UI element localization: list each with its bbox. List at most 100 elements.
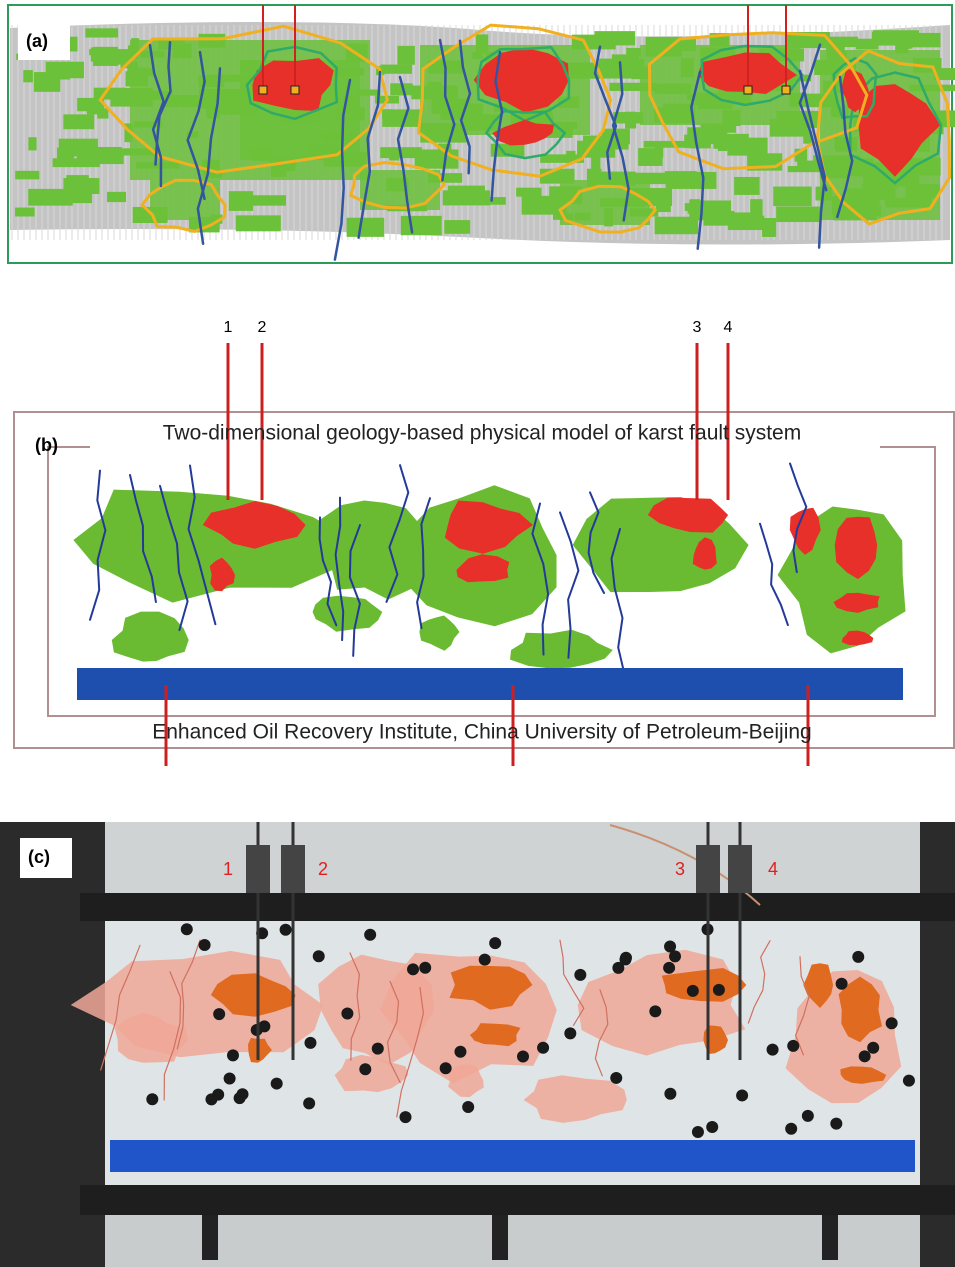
fitting <box>341 1007 353 1019</box>
rock-matrix <box>510 630 613 669</box>
fitting <box>213 1008 225 1020</box>
valve <box>281 845 305 893</box>
fitting <box>227 1049 239 1061</box>
green-cell <box>773 187 811 207</box>
fitting <box>489 937 501 949</box>
green-cell <box>638 148 662 166</box>
fitting <box>830 1118 842 1130</box>
well-label: 4 <box>724 319 733 336</box>
fitting <box>205 1093 217 1105</box>
fitting <box>304 1037 316 1049</box>
green-cell <box>15 171 39 180</box>
fitting <box>706 1121 718 1133</box>
green-cell <box>397 46 414 65</box>
fitting <box>462 1101 474 1113</box>
green-cell <box>66 175 89 191</box>
fitting <box>146 1093 158 1105</box>
green-cell <box>53 158 100 167</box>
fitting <box>663 962 675 974</box>
green-cell <box>23 70 33 82</box>
fitting <box>303 1097 315 1109</box>
green-cell <box>347 218 385 237</box>
fitting <box>767 1044 779 1056</box>
green-cell <box>236 215 281 231</box>
fitting <box>517 1050 529 1062</box>
base-layer <box>77 668 903 700</box>
green-cell <box>655 217 698 234</box>
panel-b: 1 2 3 4 Two-dimensional geology-based physic… <box>14 319 954 766</box>
fitting <box>802 1110 814 1122</box>
fitting <box>271 1078 283 1090</box>
bottom-beam <box>80 1185 955 1215</box>
green-cell <box>93 47 118 66</box>
well-marker <box>744 86 752 94</box>
base-layer <box>110 1140 915 1172</box>
fitting <box>359 1063 371 1075</box>
fitting <box>736 1089 748 1101</box>
fitting <box>419 962 431 974</box>
well-marker <box>291 86 299 94</box>
fitting <box>852 951 864 963</box>
green-cell <box>591 156 600 175</box>
fitting <box>537 1042 549 1054</box>
green-cell <box>776 207 820 223</box>
well-label: 4 <box>768 859 778 879</box>
fitting <box>649 1005 661 1017</box>
valve <box>696 845 720 893</box>
well-label: 2 <box>258 319 267 336</box>
fitting <box>867 1042 879 1054</box>
fitting <box>454 1046 466 1058</box>
panel-label: (a) <box>26 31 48 51</box>
valve <box>728 845 752 893</box>
fitting <box>785 1123 797 1135</box>
figure: (a) 1 2 3 4 Two-dimensional geology-based ph… <box>0 0 955 1267</box>
valve <box>246 845 270 893</box>
green-cell <box>516 188 541 197</box>
fitting <box>886 1017 898 1029</box>
fitting <box>669 950 681 962</box>
well-label: 2 <box>318 859 328 879</box>
green-cell <box>63 114 94 129</box>
green-cell <box>34 72 60 92</box>
floor <box>105 1215 920 1267</box>
fitting <box>687 985 699 997</box>
fitting <box>564 1027 576 1039</box>
fitting <box>372 1043 384 1055</box>
fitting <box>199 939 211 951</box>
model-title: Two-dimensional geology-based physical m… <box>163 422 801 445</box>
green-cell <box>49 191 92 203</box>
well-label: 3 <box>693 319 702 336</box>
green-cell <box>15 208 35 217</box>
fitting <box>280 924 292 936</box>
well-label: 3 <box>675 859 685 879</box>
green-cell <box>704 211 735 226</box>
green-cell <box>85 28 118 37</box>
fitting <box>313 950 325 962</box>
fitting <box>224 1073 236 1085</box>
fitting <box>610 1072 622 1084</box>
page: (a) 1 2 3 4 Two-dimensional geology-based ph… <box>0 0 955 1267</box>
fitting <box>399 1111 411 1123</box>
fitting <box>903 1075 915 1087</box>
foot <box>202 1215 218 1260</box>
green-cell <box>872 32 916 41</box>
institution: Enhanced Oil Recovery Institute, China U… <box>152 721 811 744</box>
green-cell <box>79 147 122 155</box>
well-label: 1 <box>224 319 233 336</box>
fitting <box>237 1088 249 1100</box>
green-cell <box>644 141 690 148</box>
well-label: 1 <box>223 859 233 879</box>
green-cell <box>229 191 253 211</box>
panel-label: (c) <box>28 847 50 867</box>
well-marker <box>782 86 790 94</box>
fitting <box>479 954 491 966</box>
top-beam <box>80 893 955 921</box>
fitting <box>440 1062 452 1074</box>
rock-matrix <box>112 612 189 662</box>
fitting <box>859 1050 871 1062</box>
fitting <box>713 984 725 996</box>
fitting <box>787 1040 799 1052</box>
green-cell <box>626 48 641 57</box>
panel-c: 1 2 3 4 (c) <box>0 822 955 1267</box>
green-cell <box>107 192 126 202</box>
